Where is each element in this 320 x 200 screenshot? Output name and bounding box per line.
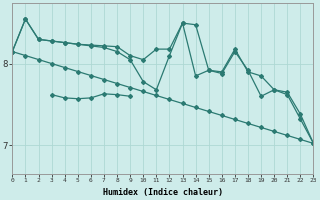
X-axis label: Humidex (Indice chaleur): Humidex (Indice chaleur): [103, 188, 223, 197]
